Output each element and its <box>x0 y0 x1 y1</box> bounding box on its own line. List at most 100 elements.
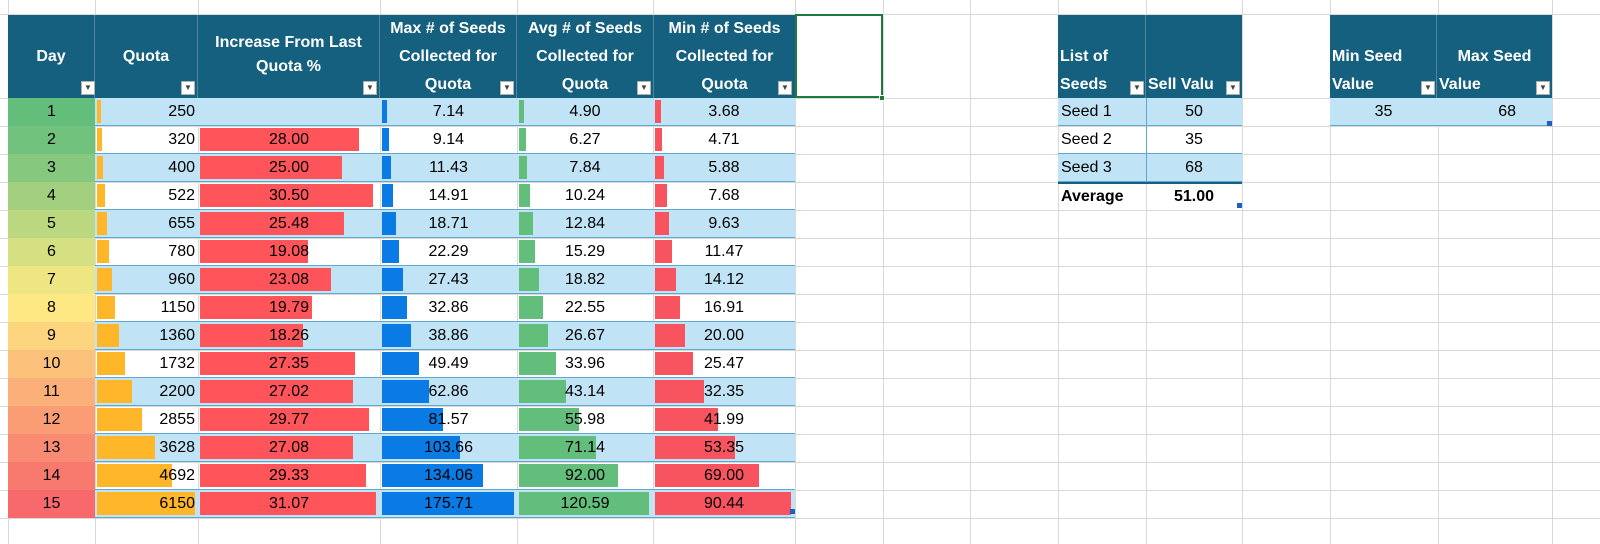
quota-cell[interactable]: 780 <box>95 238 198 265</box>
quota-cell[interactable]: 320 <box>95 126 198 153</box>
avg-seeds-cell[interactable]: 4.90 <box>517 98 653 125</box>
header-min-seed-value[interactable]: Min Seed Value ▼ <box>1330 15 1437 98</box>
increase-cell[interactable]: 30.50 <box>198 182 380 209</box>
day-cell[interactable]: 13 <box>8 434 95 462</box>
increase-cell[interactable]: 29.77 <box>198 406 380 433</box>
quota-cell[interactable]: 655 <box>95 210 198 237</box>
quota-cell[interactable]: 522 <box>95 182 198 209</box>
max-seeds-cell[interactable]: 134.06 <box>380 462 517 489</box>
avg-seeds-cell[interactable]: 22.55 <box>517 294 653 321</box>
max-seeds-cell[interactable]: 9.14 <box>380 126 517 153</box>
seed-name[interactable]: Seed 3 <box>1058 154 1146 181</box>
day-cell[interactable]: 4 <box>8 182 95 210</box>
day-cell[interactable]: 6 <box>8 238 95 266</box>
max-seeds-cell[interactable]: 49.49 <box>380 350 517 377</box>
min-seeds-cell[interactable]: 16.91 <box>653 294 795 321</box>
max-seeds-cell[interactable]: 175.71 <box>380 490 517 517</box>
min-seeds-cell[interactable]: 20.00 <box>653 322 795 349</box>
avg-seeds-cell[interactable]: 33.96 <box>517 350 653 377</box>
increase-cell[interactable]: 25.48 <box>198 210 380 237</box>
header-avg-seeds[interactable]: Avg # of Seeds Collected for Quota ▼ <box>517 15 654 98</box>
seed-sell-value[interactable]: 68 <box>1146 154 1242 181</box>
seed-sell-value[interactable]: 35 <box>1146 126 1242 153</box>
average-label[interactable]: Average <box>1058 184 1146 211</box>
increase-cell[interactable]: 18.26 <box>198 322 380 349</box>
day-cell[interactable]: 3 <box>8 154 95 182</box>
increase-cell[interactable]: 31.07 <box>198 490 380 517</box>
table-resize-handle[interactable] <box>790 509 795 514</box>
fill-handle[interactable] <box>879 95 885 101</box>
filter-dropdown-icon[interactable]: ▼ <box>1421 81 1435 95</box>
quota-cell[interactable]: 6150 <box>95 490 198 517</box>
quota-cell[interactable]: 1360 <box>95 322 198 349</box>
avg-seeds-cell[interactable]: 7.84 <box>517 154 653 181</box>
filter-dropdown-icon[interactable]: ▼ <box>81 81 95 95</box>
increase-cell[interactable]: 23.08 <box>198 266 380 293</box>
day-cell[interactable]: 1 <box>8 98 95 126</box>
min-seeds-cell[interactable]: 53.35 <box>653 434 795 461</box>
min-seeds-cell[interactable]: 7.68 <box>653 182 795 209</box>
increase-cell[interactable]: 25.00 <box>198 154 380 181</box>
max-seeds-cell[interactable]: 38.86 <box>380 322 517 349</box>
avg-seeds-cell[interactable]: 26.67 <box>517 322 653 349</box>
seed-sell-value[interactable]: 50 <box>1146 98 1242 125</box>
filter-dropdown-icon[interactable]: ▼ <box>778 81 792 95</box>
min-seeds-cell[interactable]: 9.63 <box>653 210 795 237</box>
quota-cell[interactable]: 960 <box>95 266 198 293</box>
avg-seeds-cell[interactable]: 15.29 <box>517 238 653 265</box>
min-seeds-cell[interactable]: 41.99 <box>653 406 795 433</box>
min-seed-value[interactable]: 35 <box>1330 98 1437 125</box>
quota-cell[interactable]: 2200 <box>95 378 198 405</box>
day-cell[interactable]: 14 <box>8 462 95 490</box>
min-seeds-cell[interactable]: 4.71 <box>653 126 795 153</box>
max-seeds-cell[interactable]: 18.71 <box>380 210 517 237</box>
day-cell[interactable]: 10 <box>8 350 95 378</box>
header-day[interactable]: Day ▼ <box>8 15 95 98</box>
avg-seeds-cell[interactable]: 71.14 <box>517 434 653 461</box>
max-seeds-cell[interactable]: 81.57 <box>380 406 517 433</box>
header-sell-value[interactable]: Sell Valu ▼ <box>1146 15 1242 98</box>
filter-dropdown-icon[interactable]: ▼ <box>1536 81 1550 95</box>
day-cell[interactable]: 15 <box>8 490 95 518</box>
day-cell[interactable]: 8 <box>8 294 95 322</box>
filter-dropdown-icon[interactable]: ▼ <box>1130 81 1144 95</box>
avg-seeds-cell[interactable]: 43.14 <box>517 378 653 405</box>
average-value[interactable]: 51.00 <box>1146 184 1242 211</box>
quota-cell[interactable]: 2855 <box>95 406 198 433</box>
avg-seeds-cell[interactable]: 55.98 <box>517 406 653 433</box>
min-seeds-cell[interactable]: 90.44 <box>653 490 795 517</box>
max-seeds-cell[interactable]: 103.66 <box>380 434 517 461</box>
avg-seeds-cell[interactable]: 18.82 <box>517 266 653 293</box>
header-increase[interactable]: Increase From Last Quota % ▼ <box>198 15 380 98</box>
max-seeds-cell[interactable]: 7.14 <box>380 98 517 125</box>
max-seed-value[interactable]: 68 <box>1437 98 1552 125</box>
quota-cell[interactable]: 400 <box>95 154 198 181</box>
min-seeds-cell[interactable]: 69.00 <box>653 462 795 489</box>
day-cell[interactable]: 5 <box>8 210 95 238</box>
quota-cell[interactable]: 4692 <box>95 462 198 489</box>
quota-cell[interactable]: 3628 <box>95 434 198 461</box>
quota-cell[interactable]: 1732 <box>95 350 198 377</box>
max-seeds-cell[interactable]: 22.29 <box>380 238 517 265</box>
table-resize-handle[interactable] <box>1237 203 1242 208</box>
quota-cell[interactable]: 1150 <box>95 294 198 321</box>
day-cell[interactable]: 2 <box>8 126 95 154</box>
max-seeds-cell[interactable]: 27.43 <box>380 266 517 293</box>
min-seeds-cell[interactable]: 3.68 <box>653 98 795 125</box>
increase-cell[interactable]: 19.79 <box>198 294 380 321</box>
day-cell[interactable]: 11 <box>8 378 95 406</box>
seed-name[interactable]: Seed 2 <box>1058 126 1146 153</box>
filter-dropdown-icon[interactable]: ▼ <box>500 81 514 95</box>
table-resize-handle[interactable] <box>1547 121 1552 126</box>
max-seeds-cell[interactable]: 11.43 <box>380 154 517 181</box>
seed-name[interactable]: Seed 1 <box>1058 98 1146 125</box>
avg-seeds-cell[interactable]: 10.24 <box>517 182 653 209</box>
increase-cell[interactable]: 27.02 <box>198 378 380 405</box>
header-list-of-seeds[interactable]: List of Seeds ▼ <box>1058 15 1146 98</box>
header-min-seeds[interactable]: Min # of Seeds Collected for Quota ▼ <box>654 15 795 98</box>
filter-dropdown-icon[interactable]: ▼ <box>181 81 195 95</box>
header-max-seed-value[interactable]: Max Seed Value ▼ <box>1437 15 1552 98</box>
increase-cell[interactable]: 27.35 <box>198 350 380 377</box>
quota-cell[interactable]: 250 <box>95 98 198 125</box>
min-seeds-cell[interactable]: 14.12 <box>653 266 795 293</box>
